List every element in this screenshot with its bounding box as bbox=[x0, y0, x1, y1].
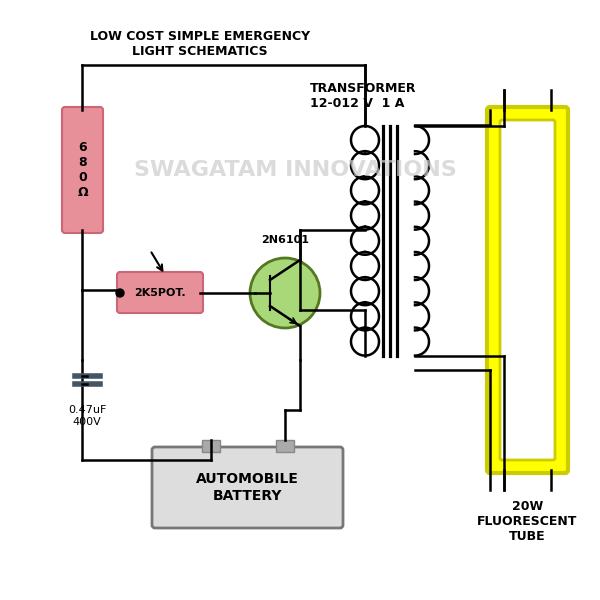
Text: 2N6101: 2N6101 bbox=[261, 235, 309, 245]
Text: TRANSFORMER
12-012 V  1 A: TRANSFORMER 12-012 V 1 A bbox=[310, 82, 416, 110]
FancyBboxPatch shape bbox=[152, 447, 343, 528]
Circle shape bbox=[116, 289, 124, 297]
FancyBboxPatch shape bbox=[500, 120, 555, 460]
FancyBboxPatch shape bbox=[275, 440, 293, 452]
Text: 6
8
0
Ω: 6 8 0 Ω bbox=[77, 141, 88, 199]
FancyBboxPatch shape bbox=[62, 107, 103, 233]
Text: AUTOMOBILE
BATTERY: AUTOMOBILE BATTERY bbox=[196, 472, 299, 503]
Text: 20W
FLUORESCENT
TUBE: 20W FLUORESCENT TUBE bbox=[478, 500, 578, 543]
Text: LOW COST SIMPLE EMERGENCY
LIGHT SCHEMATICS: LOW COST SIMPLE EMERGENCY LIGHT SCHEMATI… bbox=[90, 30, 310, 58]
FancyBboxPatch shape bbox=[117, 272, 203, 313]
FancyBboxPatch shape bbox=[202, 440, 220, 452]
Circle shape bbox=[250, 258, 320, 328]
Text: 0.47uF
400V: 0.47uF 400V bbox=[68, 405, 106, 427]
Text: SWAGATAM INNOVATIONS: SWAGATAM INNOVATIONS bbox=[134, 160, 457, 180]
FancyBboxPatch shape bbox=[487, 107, 568, 473]
Text: 2K5POT.: 2K5POT. bbox=[134, 287, 186, 298]
